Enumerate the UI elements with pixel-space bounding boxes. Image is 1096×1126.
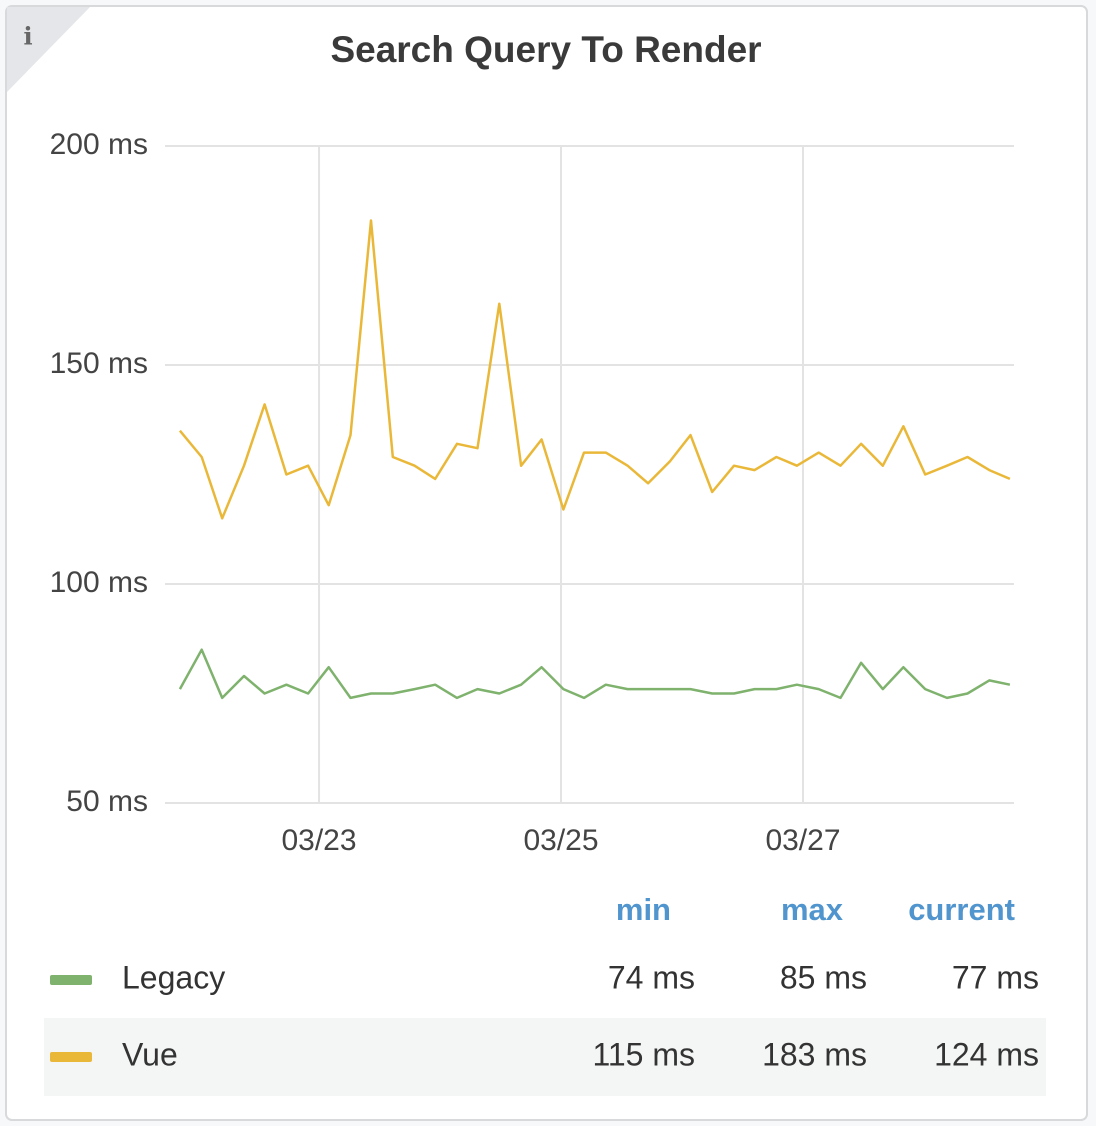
series-line — [178, 219, 1011, 520]
legend-swatch — [50, 1052, 92, 1062]
y-tick-label: 100 ms — [50, 566, 148, 599]
legend-column-header: min — [616, 892, 671, 927]
legend-stat: 77 ms — [952, 959, 1039, 995]
chart-title: Search Query To Render — [330, 29, 761, 70]
legend-swatch — [50, 975, 92, 985]
legend-row-stripe — [44, 1018, 1046, 1096]
legend-name: Vue — [122, 1036, 178, 1072]
x-tick-label: 03/23 — [281, 824, 356, 857]
legend-column-header: max — [781, 892, 844, 927]
legend-stat: 115 ms — [592, 1036, 695, 1072]
y-tick-label: 200 ms — [50, 128, 148, 161]
legend-stat: 74 ms — [608, 959, 695, 995]
series-line — [178, 648, 1011, 700]
x-tick-label: 03/25 — [523, 824, 598, 857]
y-tick-label: 50 ms — [66, 785, 148, 818]
legend-stat: 124 ms — [934, 1036, 1039, 1072]
legend-stat: 85 ms — [780, 959, 867, 995]
x-tick-label: 03/27 — [765, 824, 840, 857]
y-tick-label: 150 ms — [50, 347, 148, 380]
info-corner[interactable] — [7, 7, 90, 92]
legend-column-header: current — [908, 892, 1015, 927]
legend-name: Legacy — [122, 959, 225, 995]
legend-stat: 183 ms — [762, 1036, 867, 1072]
panel-frame — [5, 5, 1088, 1121]
info-icon[interactable]: i — [23, 22, 32, 51]
